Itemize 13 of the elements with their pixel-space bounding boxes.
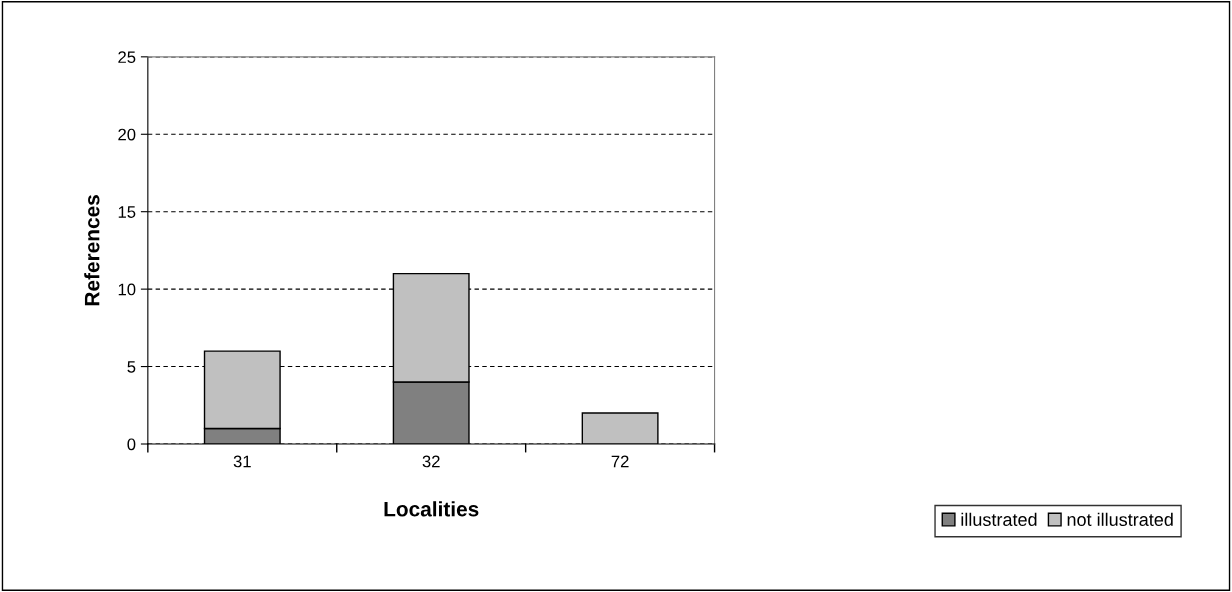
- x-tick-label: 32: [422, 455, 440, 468]
- y-tick-label: 15: [118, 206, 136, 218]
- y-tick-label: 5: [127, 361, 136, 373]
- y-tick-label: 0: [127, 438, 136, 451]
- y-axis-title: References: [84, 195, 100, 306]
- legend-label: not illustrated: [1067, 512, 1173, 527]
- legend-label: illustrated: [961, 512, 1037, 527]
- x-tick-label: 72: [611, 455, 629, 468]
- x-axis-title: Localities: [384, 501, 479, 517]
- y-tick-label: 25: [118, 51, 136, 64]
- x-tick-label: 31: [233, 455, 251, 468]
- y-tick-label: 10: [118, 283, 136, 296]
- y-tick-label: 20: [118, 128, 136, 141]
